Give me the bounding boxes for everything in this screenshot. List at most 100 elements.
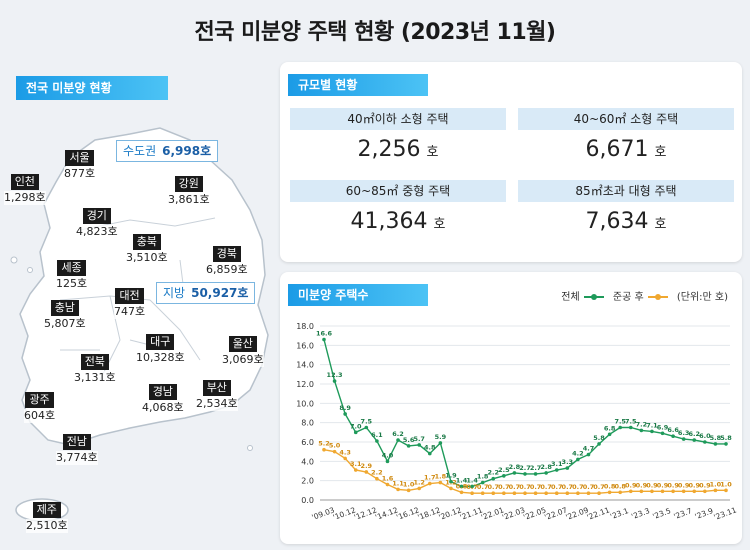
x-tick-label: '22.11 [586,505,611,522]
size-cell-unit: 호 [654,145,667,160]
point-completed [703,489,707,494]
region-name: 강원 [174,176,203,192]
point-completed [406,488,411,493]
point-completed [650,489,654,494]
region-value: 747호 [114,305,146,319]
size-cell: 40㎡이하 소형 주택 2,256 호 [290,108,506,174]
legend-total: 전체 [561,288,604,303]
point-total [491,476,496,481]
point-total [438,441,443,445]
data-label-completed: 0.8 [604,482,616,490]
point-total [671,434,675,438]
region-value: 3,069호 [222,353,264,367]
local-area-value: 50,927호 [191,286,249,300]
point-total [512,471,517,475]
point-completed [544,491,548,496]
point-completed [692,489,697,494]
legend-completed: 준공 후 [613,288,668,303]
unsold-housing-chart: 0.02.04.06.08.010.012.014.016.018.0'09.0… [296,322,738,522]
point-completed [565,491,570,496]
point-completed [671,489,675,494]
region-name: 충남 [50,300,79,316]
data-label-completed: 5.2 [318,440,330,448]
data-label-completed: 4.3 [339,448,351,456]
data-label-completed: 1.0 [720,480,732,488]
data-label-total: 4.0 [382,451,394,459]
data-label-completed: 5.0 [329,442,341,450]
data-label-total: 2.8 [540,463,552,471]
legend-total-swatch [583,294,604,300]
data-label-completed: 1.0 [403,480,415,488]
data-label-completed: 0.9 [646,481,658,489]
region-ulsan: 울산 3,069호 [222,332,264,367]
region-name: 광주 [25,392,54,408]
point-total [618,425,623,430]
point-total [343,412,347,416]
capital-area-label: 수도권 [123,144,157,158]
data-label-total: 7.0 [350,422,362,430]
data-label-completed: 0.7 [488,483,500,491]
data-label-total: 2.7 [530,464,542,472]
region-name: 제주 [32,502,61,518]
point-completed [375,476,379,481]
region-name: 서울 [65,150,94,166]
point-total [576,457,580,462]
legend-completed-swatch [647,294,668,300]
region-gyeongbuk: 경북 6,859호 [206,242,248,277]
y-tick-label: 6.0 [301,438,314,447]
capital-area-value: 6,998호 [162,144,212,158]
local-area-callout: 지방 50,927호 [156,282,256,304]
data-label-completed: 0.9 [625,481,637,489]
region-name: 대구 [146,334,175,350]
data-label-completed: 0.7 [519,483,531,491]
data-label-total: 6.0 [699,432,711,440]
size-cell-body: 41,364 호 [290,202,506,245]
data-label-completed: 0.9 [678,481,690,489]
region-daegu: 대구 10,328호 [136,330,185,365]
data-label-completed: 1.8 [435,473,447,481]
region-jeonbuk: 전북 3,131호 [74,350,116,385]
point-total [724,442,728,446]
region-value: 3,510호 [126,251,168,265]
point-total [364,425,369,430]
point-completed [660,489,665,494]
data-label-total: 7.5 [625,418,637,426]
data-label-completed: 1.6 [382,475,394,483]
data-label-total: 5.7 [413,435,425,443]
size-cell-header: 40㎡이하 소형 주택 [290,108,506,130]
point-total [660,431,665,436]
point-completed [385,482,390,487]
point-total [375,439,379,443]
region-daejeon: 대전 747호 [114,284,146,319]
y-tick-label: 0.0 [301,496,314,505]
y-tick-label: 12.0 [296,380,314,389]
point-total [427,451,432,456]
data-label-completed: 1.0 [710,480,722,488]
point-total [502,474,506,478]
region-gangwon: 강원 3,861호 [168,172,210,207]
point-total [597,442,601,446]
point-total [385,459,390,464]
region-value: 10,328호 [136,351,185,365]
point-completed [438,480,443,485]
data-label-completed: 0.9 [636,481,648,489]
point-completed [618,490,623,495]
data-label-total: 4.7 [583,445,595,453]
data-label-total: 2.5 [498,466,510,474]
point-completed [533,491,538,496]
point-total [565,466,570,470]
y-tick-label: 18.0 [296,322,314,331]
data-label-completed: 0.7 [477,483,489,491]
data-label-completed: 0.7 [498,483,510,491]
region-chungnam: 충남 5,807호 [44,296,86,331]
size-cell-unit: 호 [426,145,439,160]
y-tick-label: 16.0 [296,341,314,350]
chart-legend: 전체 준공 후 (단위:만 호) [555,288,728,303]
data-label-completed: 0.9 [699,481,711,489]
legend-unit: (단위:만 호) [676,292,728,303]
x-tick-label: '23.3 [630,506,651,521]
region-name: 경북 [212,246,241,262]
size-cell-value: 41,364 [350,209,428,234]
region-value: 4,823호 [76,225,118,239]
data-label-total: 6.6 [667,426,679,434]
